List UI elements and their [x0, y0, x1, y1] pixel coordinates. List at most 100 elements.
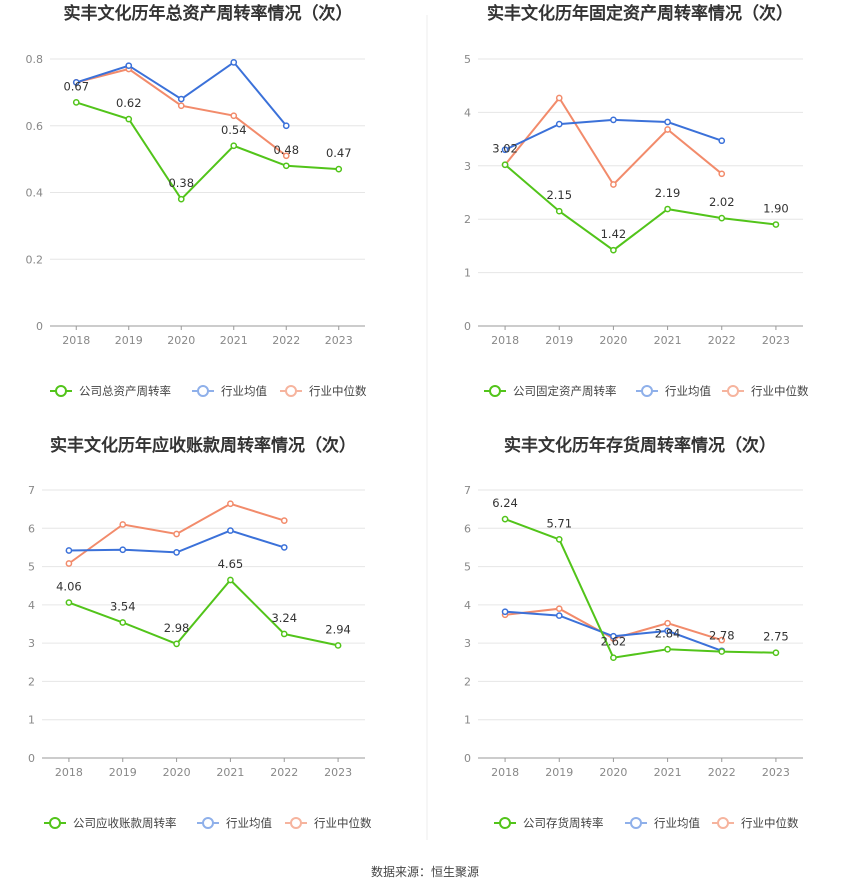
- x-tick-label: 2023: [324, 766, 352, 779]
- x-tick-label: 2022: [272, 334, 300, 347]
- data-point: [173, 549, 180, 556]
- y-tick-label: 0: [464, 320, 471, 333]
- x-tick-label: 2020: [599, 334, 627, 347]
- data-point: [610, 116, 617, 124]
- data-label: 2.75: [763, 630, 789, 644]
- data-label: 2.98: [164, 621, 190, 635]
- legend-label: 公司应收账款周转率: [73, 816, 177, 830]
- data-label: 3.02: [492, 142, 518, 156]
- y-tick-label: 6: [28, 522, 35, 535]
- x-tick-label: 2018: [491, 334, 519, 347]
- data-point: [664, 205, 671, 213]
- series-line-company: [504, 518, 776, 659]
- data-label: 3.54: [110, 599, 136, 613]
- legend-swatch-marker: [197, 385, 209, 397]
- data-point: [555, 612, 563, 619]
- x-tick-label: 2020: [163, 766, 191, 779]
- data-point: [664, 627, 671, 635]
- legend-label: 行业均值: [226, 816, 272, 830]
- data-point: [718, 636, 726, 644]
- data-label: 2.94: [325, 622, 351, 636]
- y-tick-label: 3: [464, 637, 471, 650]
- x-tick-label: 2020: [167, 334, 195, 347]
- series-line-company: [75, 101, 339, 201]
- y-tick-label: 2: [464, 675, 471, 688]
- y-tick-label: 1: [464, 714, 471, 727]
- data-point: [280, 517, 288, 524]
- data-point: [119, 521, 127, 528]
- y-tick-label: 0: [464, 752, 471, 765]
- data-label: 5.71: [546, 516, 572, 530]
- data-point: [610, 246, 617, 254]
- x-tick-label: 2021: [654, 766, 682, 779]
- legend-swatch-marker: [499, 817, 511, 829]
- series-line-industry-median: [504, 96, 723, 187]
- data-label: 2.15: [546, 188, 572, 202]
- data-label: 2.78: [709, 629, 735, 643]
- x-tick-label: 2021: [220, 334, 248, 347]
- data-point: [177, 102, 185, 110]
- data-label: 0.67: [63, 79, 89, 93]
- data-point: [125, 62, 133, 70]
- chart-fixed-asset-turnover: 实丰文化历年固定资产周转率情况（次） 0 1 2 3 4 5 2018 2019 2020 2021…: [464, 3, 809, 398]
- legend-label: 公司固定资产周转率: [513, 384, 617, 398]
- data-point: [227, 527, 234, 534]
- data-point: [501, 515, 509, 523]
- legend-swatch-marker: [285, 385, 297, 397]
- data-point: [501, 608, 509, 616]
- legend-label: 行业均值: [665, 384, 711, 398]
- chart-title: 实丰文化历年存货周转率情况（次）: [504, 435, 776, 456]
- y-tick-label: 5: [464, 561, 471, 574]
- legend-swatch-marker: [641, 385, 653, 397]
- legend-label: 公司总资产周转率: [79, 384, 171, 398]
- chart-total-asset-turnover: 实丰文化历年总资产周转率情况（次） 0 0.2 0.4 0.6 0.8 2018 2019 20…: [26, 3, 367, 398]
- y-tick-label: 1: [28, 714, 35, 727]
- data-point: [718, 648, 726, 655]
- legend-swatch-marker: [49, 817, 61, 829]
- legend-swatch-marker: [630, 817, 642, 829]
- data-point: [772, 649, 780, 657]
- y-tick-label: 4: [464, 599, 471, 612]
- legend-label: 行业中位数: [309, 384, 367, 398]
- x-tick-label: 2019: [545, 766, 573, 779]
- legend-label: 行业中位数: [314, 816, 372, 830]
- legend-swatch-marker: [202, 817, 214, 829]
- data-point: [280, 544, 288, 551]
- y-tick-label: 3: [464, 160, 471, 173]
- data-point: [119, 619, 127, 626]
- data-point: [173, 640, 180, 648]
- data-label: 1.42: [601, 227, 627, 241]
- data-label: 6.24: [492, 496, 518, 510]
- data-point: [555, 536, 563, 543]
- data-point: [282, 162, 290, 170]
- chart-title: 实丰文化历年总资产周转率情况（次）: [64, 3, 353, 24]
- data-point: [335, 165, 343, 173]
- x-tick-label: 2019: [115, 334, 143, 347]
- series-line-industry-mean: [75, 60, 288, 127]
- x-tick-label: 2023: [762, 334, 790, 347]
- data-label: 1.90: [763, 202, 789, 216]
- x-tick-label: 2019: [545, 334, 573, 347]
- chart-receivables-turnover: 实丰文化历年应收账款周转率情况（次） 0 1 2 3 4 5 6 7 2018 2019 2020 20…: [28, 435, 372, 830]
- legend-swatch-marker: [727, 385, 739, 397]
- data-point: [230, 112, 238, 120]
- data-label: 0.54: [221, 123, 247, 137]
- data-point: [610, 654, 617, 662]
- data-label: 4.65: [218, 557, 244, 571]
- data-point: [610, 632, 617, 640]
- data-point: [230, 142, 238, 150]
- x-tick-label: 2021: [216, 766, 244, 779]
- x-tick-label: 2018: [491, 766, 519, 779]
- y-tick-label: 7: [28, 484, 35, 497]
- data-point: [555, 207, 563, 215]
- data-point: [72, 79, 80, 86]
- data-point: [501, 146, 509, 154]
- series-line-company: [504, 163, 777, 252]
- data-point: [664, 645, 671, 653]
- data-point: [664, 118, 671, 126]
- data-point: [65, 599, 73, 606]
- y-tick-label: 0: [28, 752, 35, 765]
- y-tick-label: 0.4: [26, 187, 44, 200]
- x-tick-label: 2022: [708, 766, 736, 779]
